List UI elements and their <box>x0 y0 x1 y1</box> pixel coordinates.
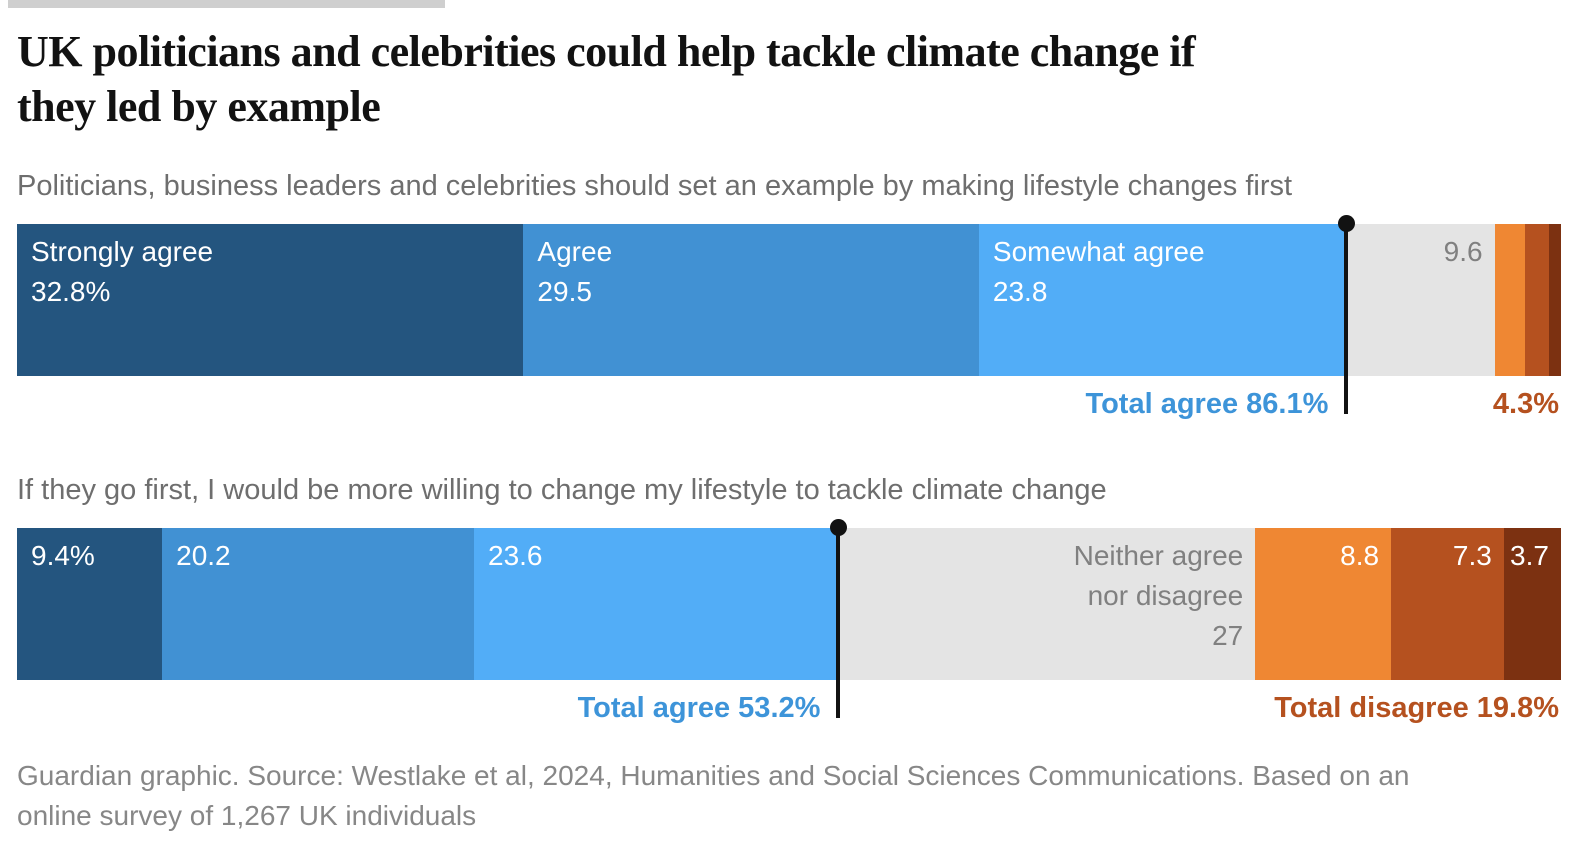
bar-segment: 7.3 <box>1391 528 1504 680</box>
total-disagree-label: 4.3% <box>1492 388 1559 420</box>
stacked-bar-2: 9.4% 20.2 23.6 Neither agree nor disagree 27 8… <box>17 528 1561 680</box>
bar-segment-label: Strongly agree 32.8% <box>31 236 214 307</box>
bar-segment-label: 20.2 <box>176 540 231 571</box>
stacked-bar-1: Strongly agree 32.8% Agree 29.5 Somewhat agr… <box>17 224 1561 376</box>
total-disagree-label: Total disagree 19.8% <box>1274 692 1559 724</box>
total-agree-label: Total agree 86.1% <box>1085 388 1329 420</box>
bar-segment-label: Somewhat agree 23.8 <box>992 236 1205 307</box>
page-title-line-2: they led by example <box>17 82 381 131</box>
chart-2: 9.4% 20.2 23.6 Neither agree nor disagree 27 8… <box>17 519 1561 742</box>
bar-segment <box>1494 224 1525 376</box>
bar-segment-label: 9.6 <box>1443 236 1483 267</box>
marker-line <box>836 528 841 718</box>
bar-segment-label: 9.4% <box>31 540 95 571</box>
bar-segment-label: 23.6 <box>488 540 543 571</box>
chart-question-2: If they go first, I would be more willin… <box>17 474 1107 506</box>
bar-segment: 23.6 <box>474 528 839 680</box>
bar-segment: 3.7 <box>1503 528 1561 680</box>
chart-1: Strongly agree 32.8% Agree 29.5 Somewhat agr… <box>17 215 1561 438</box>
bar-segment: 8.8 <box>1255 528 1392 680</box>
top-rule <box>8 0 445 8</box>
bar-segment-label: 3.7 <box>1510 540 1549 571</box>
bar-segment-label: 8.8 <box>1340 540 1380 571</box>
bar-segment: 20.2 <box>162 528 474 680</box>
totals-row-2: Total agree 53.2% Total disagree 19.8% <box>17 692 1561 724</box>
chart-question-1: Politicians, business leaders and celebr… <box>17 170 1293 202</box>
bar-segment-label: 7.3 <box>1452 540 1492 571</box>
bar-segment: Somewhat agree 23.8 <box>978 224 1347 376</box>
marker-line <box>1344 224 1349 414</box>
bar-segment: Strongly agree 32.8% <box>17 224 524 376</box>
bar-segment: Agree 29.5 <box>523 224 979 376</box>
source-note-line-1: Guardian graphic. Source: Westlake et al… <box>17 760 1410 791</box>
bar-segment-label: Agree 29.5 <box>537 236 613 307</box>
bar-segment <box>1524 224 1549 376</box>
bar-segment: 9.6 <box>1346 224 1495 376</box>
bar-segment-label: Neither agree nor disagree 27 <box>1073 540 1244 651</box>
page-title-line-1: UK politicians and celebrities could hel… <box>17 27 1196 76</box>
source-note: Guardian graphic. Source: Westlake et al… <box>17 756 1561 836</box>
page-title: UK politicians and celebrities could hel… <box>17 24 1561 134</box>
bar-segment: 9.4% <box>17 528 163 680</box>
bar-segment: Neither agree nor disagree 27 <box>838 528 1256 680</box>
totals-row-1: Total agree 86.1% 4.3% <box>17 388 1561 420</box>
total-agree-label: Total agree 53.2% <box>577 692 821 724</box>
marker-dot <box>1338 215 1356 232</box>
source-note-line-2: online survey of 1,267 UK individuals <box>17 800 477 831</box>
bar-segment <box>1548 224 1561 376</box>
marker-dot <box>830 519 848 536</box>
